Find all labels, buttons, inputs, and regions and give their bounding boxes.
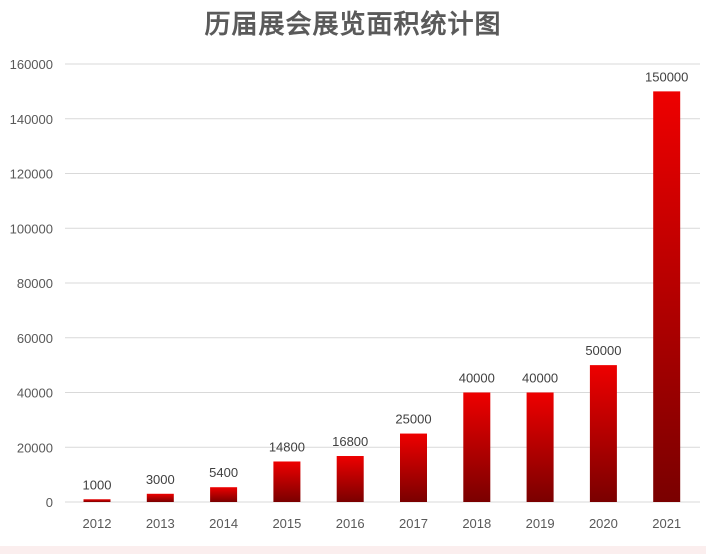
x-tick-label-2016: 2016	[336, 516, 365, 531]
chart-title: 历届展会展览面积统计图	[204, 10, 502, 40]
bar-2021	[653, 91, 681, 502]
x-tick-label-2013: 2013	[146, 516, 175, 531]
x-tick-label-2012: 2012	[83, 516, 112, 531]
data-label-2015: 14800	[269, 439, 305, 454]
y-tick-label: 0	[46, 495, 53, 510]
data-label-2018: 40000	[459, 371, 495, 386]
data-label-2019: 40000	[522, 371, 558, 386]
y-tick-label: 40000	[17, 386, 53, 401]
x-tick-label-2018: 2018	[462, 516, 491, 531]
bar-2013	[146, 493, 174, 502]
x-tick-label-2020: 2020	[589, 516, 618, 531]
y-tick-label: 160000	[10, 57, 53, 72]
y-tick-label: 60000	[17, 331, 53, 346]
data-labels: 1000 3000 5400 14800 16800 25000 40000 40000 500…	[83, 69, 689, 492]
y-tick-label: 140000	[10, 112, 53, 127]
bar-2016	[336, 456, 364, 502]
bar-2017	[400, 433, 427, 502]
data-label-2020: 50000	[585, 343, 621, 358]
y-axis: 0 20000 40000 60000 80000 100000 120000 140000 1…	[10, 57, 53, 510]
data-label-2014: 5400	[209, 465, 238, 480]
y-tick-label: 120000	[10, 167, 53, 182]
bar-2014	[210, 487, 238, 502]
x-axis: 2012 2013 2014 2015 2016 2017 2018 2019 2020 2021	[83, 516, 682, 531]
y-tick-label: 20000	[17, 440, 53, 455]
bar-2018	[463, 392, 491, 502]
data-label-2016: 16800	[332, 434, 368, 449]
data-label-2012: 1000	[83, 477, 112, 492]
y-tick-label: 100000	[10, 221, 53, 236]
x-tick-label-2017: 2017	[399, 516, 428, 531]
x-tick-label-2014: 2014	[209, 516, 238, 531]
bars	[83, 91, 681, 502]
bar-2020	[589, 365, 617, 502]
bottom-strip	[0, 546, 706, 554]
bar-2019	[526, 392, 554, 502]
data-label-2021: 150000	[645, 69, 688, 84]
x-tick-label-2015: 2015	[272, 516, 301, 531]
x-tick-label-2021: 2021	[652, 516, 681, 531]
data-label-2013: 3000	[146, 472, 175, 487]
data-label-2017: 25000	[395, 412, 431, 427]
y-tick-label: 80000	[17, 276, 53, 291]
x-tick-label-2019: 2019	[526, 516, 555, 531]
bar-2012	[83, 499, 111, 502]
bar-2015	[273, 461, 301, 502]
